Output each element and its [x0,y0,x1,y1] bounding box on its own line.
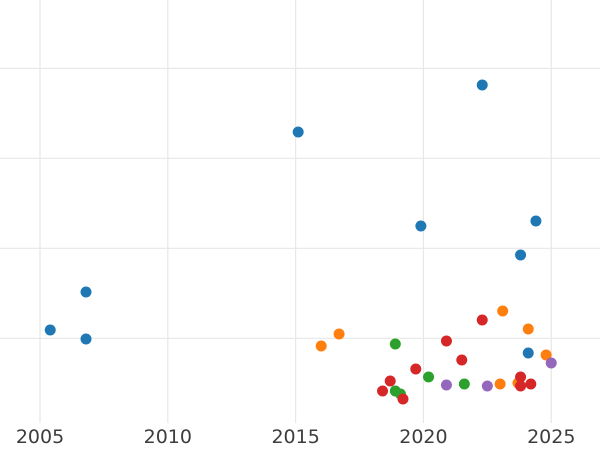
x-tick-label: 2025 [527,426,575,448]
data-point-red [377,385,389,397]
data-point-blue [44,324,56,336]
data-point-green [458,378,470,390]
data-point-red [410,363,422,375]
data-point-orange [540,349,552,361]
data-point-blue [476,79,488,91]
x-tick-label: 2020 [399,426,447,448]
data-point-red [515,371,527,383]
data-point-blue [415,220,427,232]
data-point-orange [497,305,509,317]
data-point-red [440,335,452,347]
data-point-orange [333,328,345,340]
data-point-red [515,380,527,392]
data-point-orange [315,340,327,352]
data-point-red [397,393,409,405]
data-point-blue [292,126,304,138]
x-tick-label: 2015 [271,426,319,448]
data-point-purple [481,380,493,392]
x-tick-label: 2010 [144,426,192,448]
data-point-red [384,375,396,387]
data-point-green [389,338,401,350]
data-point-blue [515,249,527,261]
data-point-orange [494,378,506,390]
data-point-blue [80,286,92,298]
data-point-blue [522,347,534,359]
x-tick-label: 2005 [16,426,64,448]
data-point-blue [530,215,542,227]
data-point-red [456,354,468,366]
data-point-red [476,314,488,326]
data-point-purple [440,379,452,391]
data-point-blue [80,333,92,345]
data-point-purple [545,357,557,369]
data-point-green [423,371,435,383]
data-point-orange [522,323,534,335]
data-point-red [525,378,537,390]
